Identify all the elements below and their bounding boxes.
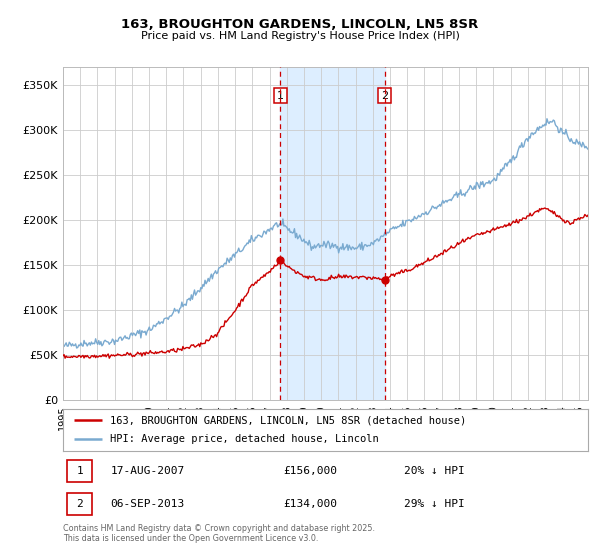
Text: 06-SEP-2013: 06-SEP-2013: [110, 500, 185, 509]
FancyBboxPatch shape: [67, 460, 92, 482]
Text: 17-AUG-2007: 17-AUG-2007: [110, 466, 185, 476]
Text: 29% ↓ HPI: 29% ↓ HPI: [404, 500, 465, 509]
Text: 1: 1: [76, 466, 83, 476]
Text: HPI: Average price, detached house, Lincoln: HPI: Average price, detached house, Linc…: [110, 435, 379, 445]
Bar: [280, 67, 385, 400]
Text: 2: 2: [381, 91, 388, 101]
Text: £156,000: £156,000: [284, 466, 337, 476]
Text: £134,000: £134,000: [284, 500, 337, 509]
Text: 1: 1: [277, 91, 284, 101]
Text: 163, BROUGHTON GARDENS, LINCOLN, LN5 8SR (detached house): 163, BROUGHTON GARDENS, LINCOLN, LN5 8SR…: [110, 415, 467, 425]
Text: Price paid vs. HM Land Registry's House Price Index (HPI): Price paid vs. HM Land Registry's House …: [140, 31, 460, 41]
Text: Contains HM Land Registry data © Crown copyright and database right 2025.
This d: Contains HM Land Registry data © Crown c…: [63, 524, 375, 543]
FancyBboxPatch shape: [67, 493, 92, 515]
Text: 163, BROUGHTON GARDENS, LINCOLN, LN5 8SR: 163, BROUGHTON GARDENS, LINCOLN, LN5 8SR: [121, 18, 479, 31]
Text: 2: 2: [76, 500, 83, 509]
Text: 20% ↓ HPI: 20% ↓ HPI: [404, 466, 465, 476]
